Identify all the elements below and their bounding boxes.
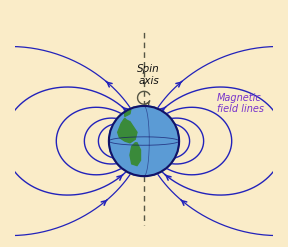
Polygon shape xyxy=(130,143,141,165)
Text: Magnetic
field lines: Magnetic field lines xyxy=(217,93,264,114)
Polygon shape xyxy=(125,109,131,117)
Text: Spin
axis: Spin axis xyxy=(137,64,160,86)
Polygon shape xyxy=(118,118,137,143)
Circle shape xyxy=(109,106,179,176)
